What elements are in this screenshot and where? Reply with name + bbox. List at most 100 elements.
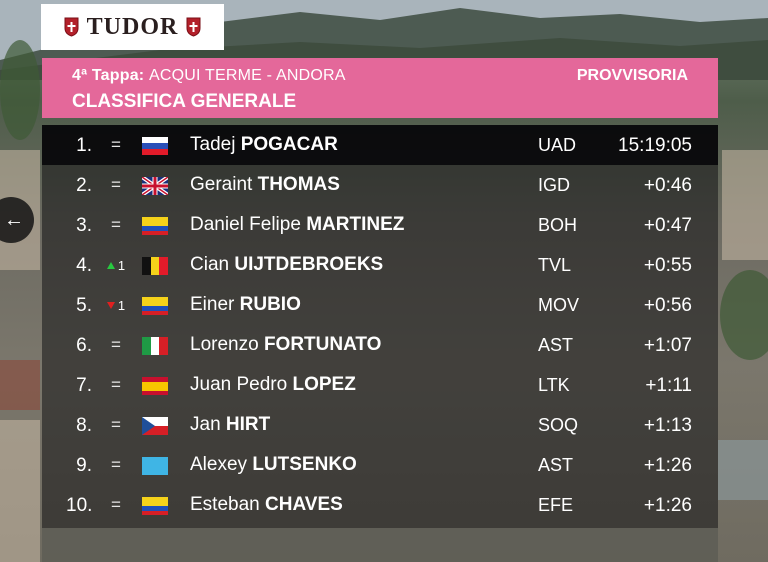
flag-slo-icon bbox=[142, 137, 168, 155]
rider-name: Einer RUBIO bbox=[190, 294, 301, 316]
stage-label: 4ª Tappa: bbox=[72, 67, 145, 84]
rank-position: 5. bbox=[76, 295, 92, 316]
rank-unchanged: = bbox=[111, 135, 121, 154]
flag-ita-icon bbox=[142, 337, 168, 355]
rank-change: = bbox=[98, 413, 134, 437]
rank-change: = bbox=[98, 493, 134, 517]
rank-change: = bbox=[98, 173, 134, 197]
rank-position: 4. bbox=[76, 255, 92, 276]
rider-last-name: HIRT bbox=[225, 414, 271, 435]
team-code: EFE bbox=[538, 495, 574, 515]
team-code: AST bbox=[538, 455, 574, 475]
rank-unchanged: = bbox=[111, 175, 121, 194]
classification-title: CLASSIFICA GENERALE bbox=[72, 91, 297, 112]
standings-table: 1. = Tadej POGACAR UAD 15:19:05 2. = Geraint TH… bbox=[42, 125, 718, 528]
rider-first-name: Tadej bbox=[190, 134, 236, 155]
time-gap: 15:19:05 bbox=[618, 135, 692, 156]
brand-name: TUDOR bbox=[86, 13, 179, 40]
rider-last-name: RUBIO bbox=[239, 294, 301, 315]
back-button[interactable]: ← bbox=[0, 197, 34, 243]
rank-unchanged: = bbox=[111, 375, 121, 394]
rider-name: Geraint THOMAS bbox=[190, 174, 340, 196]
status-label: PROVVISORIA bbox=[576, 67, 688, 84]
classification-header: 4ª Tappa: ACQUI TERME - ANDORA PROVVISOR… bbox=[42, 58, 718, 118]
rank-change: 1 bbox=[98, 253, 134, 277]
rider-name: Tadej POGACAR bbox=[190, 134, 338, 156]
rider-first-name: Geraint bbox=[190, 174, 253, 195]
standings-row: 4. 1 Cian UIJTDEBROEKS TVL +0:55 bbox=[42, 245, 718, 285]
rider-last-name: CHAVES bbox=[265, 494, 343, 515]
rider-first-name: Jan bbox=[190, 414, 221, 435]
roof bbox=[0, 360, 40, 410]
rider-first-name: Einer bbox=[190, 294, 235, 315]
rider-first-name: Daniel Felipe bbox=[190, 214, 301, 235]
rider-first-name: Cian bbox=[190, 254, 230, 275]
tree bbox=[720, 270, 768, 360]
rank-position: 2. bbox=[76, 175, 92, 196]
rank-change: = bbox=[98, 453, 134, 477]
rank-change: = bbox=[98, 373, 134, 397]
rider-name: Esteban CHAVES bbox=[190, 494, 343, 516]
stage-route: ACQUI TERME - ANDORA bbox=[148, 67, 346, 84]
rank-unchanged: = bbox=[111, 455, 121, 474]
time-gap: +1:26 bbox=[643, 495, 692, 516]
building bbox=[722, 150, 768, 260]
rank-up-arrow-icon bbox=[106, 261, 115, 269]
time-gap: +0:55 bbox=[643, 255, 692, 276]
arrow-left-icon: ← bbox=[4, 208, 24, 231]
rider-last-name: MARTINEZ bbox=[306, 214, 405, 235]
rank-position: 1. bbox=[76, 135, 92, 156]
rank-position: 7. bbox=[76, 375, 92, 396]
rank-unchanged: = bbox=[111, 335, 121, 354]
team-code: BOH bbox=[538, 215, 578, 235]
rank-position: 6. bbox=[76, 335, 92, 356]
rider-name: Lorenzo FORTUNATO bbox=[190, 334, 381, 356]
rider-first-name: Juan Pedro bbox=[190, 374, 288, 395]
flag-col-icon bbox=[142, 297, 168, 315]
rank-change: 1 bbox=[98, 293, 134, 317]
time-gap: +1:13 bbox=[643, 415, 692, 436]
team-code: TVL bbox=[538, 255, 572, 275]
rider-last-name: THOMAS bbox=[257, 174, 340, 195]
rider-name: Daniel Felipe MARTINEZ bbox=[190, 214, 404, 236]
flag-col-icon bbox=[142, 497, 168, 515]
rank-change: = bbox=[98, 213, 134, 237]
team-code: IGD bbox=[538, 175, 571, 195]
rider-first-name: Lorenzo bbox=[190, 334, 259, 355]
flag-cze-icon bbox=[142, 417, 168, 435]
rider-first-name: Esteban bbox=[190, 494, 260, 515]
flag-bel-icon bbox=[142, 257, 168, 275]
standings-row: 10. = Esteban CHAVES EFE +1:26 bbox=[42, 485, 718, 525]
standings-row: 9. = Alexey LUTSENKO AST +1:26 bbox=[42, 445, 718, 485]
standings-row: 6. = Lorenzo FORTUNATO AST +1:07 bbox=[42, 325, 718, 365]
team-code: MOV bbox=[538, 295, 580, 315]
rider-last-name: POGACAR bbox=[240, 134, 338, 155]
rank-down-arrow-icon bbox=[106, 301, 115, 309]
rider-name: Cian UIJTDEBROEKS bbox=[190, 254, 383, 276]
rider-last-name: UIJTDEBROEKS bbox=[234, 254, 384, 275]
tree bbox=[0, 40, 40, 140]
time-gap: +0:56 bbox=[643, 295, 692, 316]
rank-unchanged: = bbox=[111, 415, 121, 434]
time-gap: +0:47 bbox=[643, 215, 692, 236]
rider-last-name: LOPEZ bbox=[292, 374, 356, 395]
rank-position: 8. bbox=[76, 415, 92, 436]
time-gap: +1:26 bbox=[643, 455, 692, 476]
rider-first-name: Alexey bbox=[190, 454, 248, 475]
tudor-shield-icon bbox=[186, 17, 201, 37]
team-code: AST bbox=[538, 335, 574, 355]
rank-unchanged: = bbox=[111, 215, 121, 234]
rank-unchanged: = bbox=[111, 495, 121, 514]
team-code: UAD bbox=[538, 135, 577, 155]
flag-kaz-icon bbox=[142, 457, 168, 475]
standings-row: 3. = Daniel Felipe MARTINEZ BOH +0:47 bbox=[42, 205, 718, 245]
standings-row: 1. = Tadej POGACAR UAD 15:19:05 bbox=[42, 125, 718, 165]
stage-line: 4ª Tappa: ACQUI TERME - ANDORA bbox=[72, 67, 346, 85]
time-gap: +1:07 bbox=[643, 335, 692, 356]
flag-esp-icon bbox=[142, 377, 168, 395]
rider-name: Jan HIRT bbox=[190, 414, 270, 436]
rider-last-name: LUTSENKO bbox=[252, 454, 357, 475]
rank-position: 10. bbox=[66, 495, 93, 516]
rank-change-count: 1 bbox=[117, 297, 126, 313]
standings-row: 2. = Geraint THOMAS IGD +0:46 bbox=[42, 165, 718, 205]
